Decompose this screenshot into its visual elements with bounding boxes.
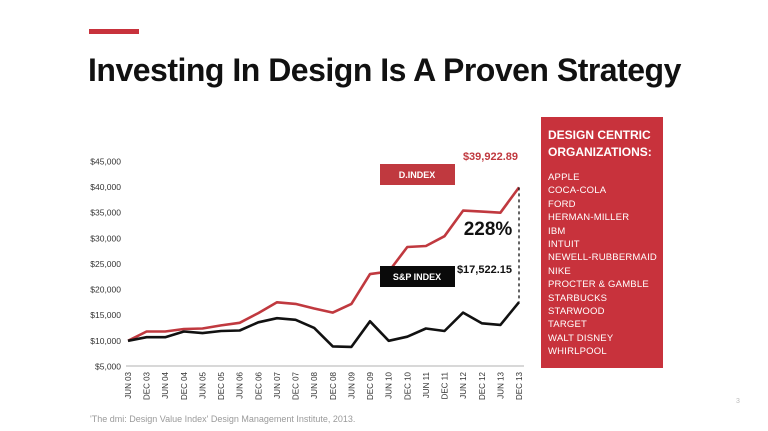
x-tick-label: JUN 12: [459, 371, 468, 398]
organization-item: APPLE: [548, 172, 580, 183]
sp-series-label: S&P INDEX: [393, 272, 441, 282]
x-tick-label: DEC 07: [292, 371, 301, 400]
y-tick-label: $5,000: [95, 361, 121, 371]
x-tick-label: JUN 10: [385, 371, 394, 398]
x-axis: JUN 03 DEC 03 JUN 04 DEC 04 JUN 05 DEC 05 JUN …: [124, 371, 524, 400]
dindex-label-box: [380, 164, 455, 185]
x-tick-label: DEC 10: [403, 371, 412, 400]
organization-item: TARGET: [548, 319, 588, 331]
x-tick-label: DEC 03: [143, 371, 152, 400]
x-tick-label: DEC 04: [180, 371, 189, 400]
sp-label-box: [380, 266, 455, 287]
dindex-end-value: $39,922.89: [463, 151, 518, 163]
y-tick-label: $45,000: [90, 156, 121, 166]
x-tick-label: DEC 06: [254, 371, 263, 400]
x-tick-label: JUN 06: [236, 371, 245, 398]
organization-list: APPLE COCA-COLA FORD HERMAN-MILLER IBM INTUIT…: [548, 171, 657, 359]
x-tick-label: JUN 08: [310, 371, 319, 398]
x-tick-label: JUN 05: [198, 371, 207, 398]
organization-item: INTUIT: [548, 239, 580, 251]
dindex-series-label: D.INDEX: [399, 170, 436, 180]
organization-item: STARBUCKS: [548, 292, 608, 304]
source-citation: 'The dmi: Design Value Index' Design Man…: [90, 414, 356, 424]
organization-item: WALT DISNEY: [548, 332, 614, 344]
organization-item: HERMAN-MILLER: [548, 212, 630, 224]
x-tick-label: DEC 11: [441, 371, 450, 399]
x-tick-label: DEC 12: [478, 371, 487, 400]
y-tick-label: $40,000: [90, 182, 121, 192]
organization-item: PROCTER & GAMBLE: [548, 279, 649, 291]
y-tick-label: $25,000: [90, 259, 121, 269]
organization-item: COCA-COLA: [548, 185, 607, 197]
y-tick-label: $15,000: [90, 310, 121, 320]
y-tick-label: $20,000: [90, 285, 121, 295]
y-tick-label: $10,000: [90, 336, 121, 346]
y-tick-label: $30,000: [90, 233, 121, 243]
x-tick-label: JUN 07: [273, 371, 282, 398]
x-tick-label: DEC 08: [329, 371, 338, 400]
x-tick-label: JUN 04: [161, 371, 170, 398]
sp-end-value: $17,522.15: [457, 264, 512, 276]
organization-item: WHIRLPOOL: [548, 346, 607, 358]
x-tick-label: DEC 05: [217, 371, 226, 400]
x-tick-label: DEC 09: [366, 371, 375, 400]
y-axis: $5,000 $10,000 $15,000 $20,000 $25,000 $30,00…: [90, 156, 121, 371]
x-tick-label: JUN 11: [422, 371, 431, 398]
organization-item: NEWELL-RUBBERMAID: [548, 252, 657, 264]
organization-item: FORD: [548, 198, 576, 210]
dindex-series-line: [127, 186, 521, 342]
organization-item: STARWOOD: [548, 306, 605, 318]
y-tick-label: $35,000: [90, 208, 121, 218]
slide-title: Investing In Design Is A Proven Strategy: [88, 52, 681, 88]
series-lines: [127, 186, 521, 349]
x-tick-label: JUN 03: [124, 371, 133, 398]
sp-series-line: [127, 301, 521, 349]
organization-item: NIKE: [548, 265, 571, 277]
organization-item: IBM: [548, 225, 566, 237]
difference-label: 228%: [464, 219, 513, 240]
page-number: 3: [736, 398, 740, 405]
accent-bar: [89, 29, 139, 34]
x-tick-label: JUN 13: [496, 371, 505, 398]
design-centric-panel: DESIGN CENTRIC ORGANIZATIONS: APPLE COCA-…: [541, 117, 663, 368]
panel-title: DESIGN CENTRIC ORGANIZATIONS:: [548, 128, 652, 159]
x-tick-label: JUN 09: [347, 371, 356, 398]
x-tick-label: DEC 13: [515, 371, 524, 400]
